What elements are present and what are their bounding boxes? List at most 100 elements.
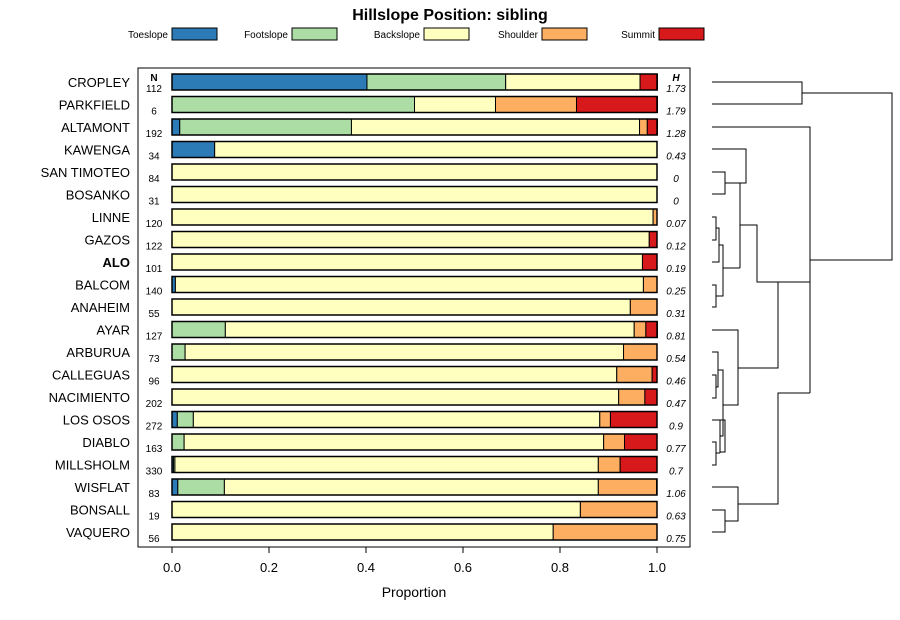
bar-segment	[624, 433, 658, 451]
sample-size-label: 56	[148, 534, 160, 545]
bar-segment	[609, 411, 658, 428]
entropy-label: 0.31	[666, 309, 685, 320]
dendrogram-branch	[712, 81, 803, 105]
bar-segment	[366, 73, 507, 91]
category-label: AYAR	[97, 323, 130, 338]
sample-size-label: 112	[146, 84, 162, 95]
legend-label: Backslope	[374, 30, 421, 41]
dendrogram-branch	[712, 351, 719, 388]
bar-segment	[179, 118, 352, 136]
dendrogram	[712, 81, 893, 533]
x-axis-label: Proportion	[382, 584, 447, 600]
bar-segment	[174, 276, 644, 293]
bar-segment	[171, 411, 178, 428]
bar-outline	[171, 410, 658, 429]
entropy-label: 0.81	[666, 332, 685, 343]
entropy-label: 1.79	[666, 107, 686, 118]
chart-title: Hillslope Position: sibling	[352, 7, 548, 24]
category-label: KAWENGA	[64, 143, 130, 158]
bar-segment	[642, 276, 658, 293]
category-label: ALTAMONT	[61, 120, 130, 135]
bar-outline	[171, 208, 658, 226]
bar-segment	[616, 366, 653, 383]
legend-label: Summit	[621, 30, 655, 41]
x-tick-label: 0.8	[551, 560, 569, 575]
bar-segment	[644, 388, 658, 406]
dendrogram-branch	[740, 224, 778, 283]
sample-size-label: 127	[146, 332, 163, 343]
category-label: DIABLO	[82, 435, 130, 450]
dendrogram-branch	[712, 216, 717, 241]
sample-size-label: 272	[146, 422, 163, 433]
bar-segment	[646, 118, 658, 136]
bar-outline	[171, 230, 658, 249]
legend-label: Shoulder	[498, 30, 539, 41]
dendrogram-branch	[738, 392, 810, 505]
bar-segment	[629, 298, 658, 316]
bar-outline	[171, 275, 658, 294]
sample-size-label: 84	[148, 174, 160, 185]
category-label: VAQUERO	[66, 525, 130, 540]
bar-segment	[171, 253, 643, 271]
sample-size-label: 101	[146, 264, 163, 275]
bar-segment	[552, 523, 658, 541]
bar-segment	[623, 343, 658, 361]
bar-segment	[223, 478, 599, 496]
sample-size-label: 31	[148, 197, 160, 208]
bar-segment	[171, 96, 415, 113]
legend-label: Footslope	[244, 30, 288, 41]
sample-size-label: 96	[148, 377, 160, 388]
entropy-label: 0.43	[666, 152, 686, 163]
x-tick-label: 0.2	[260, 560, 278, 575]
bar-segment	[224, 321, 635, 338]
bar-segment	[414, 96, 496, 113]
dendrogram-branch	[712, 441, 717, 466]
bar-segment	[171, 141, 216, 158]
dendrogram-branch	[718, 369, 724, 437]
category-label: ARBURUA	[66, 345, 130, 360]
bar-segment	[603, 433, 626, 451]
bar-segment	[645, 321, 658, 338]
legend-swatch	[291, 27, 338, 41]
sample-size-label: 202	[146, 399, 163, 410]
dendrogram-branch	[712, 419, 726, 453]
entropy-label: 0.75	[666, 534, 686, 545]
sample-size-label: 120	[146, 219, 163, 230]
entropy-label: 0.77	[666, 444, 686, 455]
bar-segment	[494, 96, 577, 113]
entropy-label: 1.73	[666, 84, 686, 95]
bar-outline	[171, 163, 658, 181]
bar-segment	[619, 456, 658, 473]
entropy-label: 0.7	[669, 467, 683, 478]
bar-segment	[641, 253, 658, 271]
bar-segment	[171, 501, 581, 518]
bar-outline	[171, 478, 658, 496]
bar-segment	[171, 231, 650, 248]
category-label: BONSALL	[70, 503, 130, 518]
entropy-label: 1.06	[666, 489, 686, 500]
bar-outline	[171, 455, 658, 474]
category-label: CROPLEY	[68, 75, 130, 90]
bar-outline	[171, 140, 658, 159]
category-label: LINNE	[92, 210, 131, 225]
h-header: H	[672, 73, 680, 84]
entropy-label: 0.9	[669, 422, 683, 433]
category-label: CALLEGUAS	[52, 368, 130, 383]
bar-segment	[177, 478, 225, 496]
chart-rows: CROPLEY 112 1.73 PARKFIELD 6 1.79 ALTAMONT 192 1…	[41, 73, 686, 545]
plot-panel	[137, 67, 691, 548]
x-tick-label: 0.6	[454, 560, 472, 575]
dendrogram-branch	[712, 284, 717, 308]
bar-outline	[171, 343, 658, 361]
category-label: MILLSHOLM	[55, 458, 130, 473]
bar-segment	[171, 163, 658, 181]
dendrogram-branch	[716, 244, 724, 297]
sample-size-label: 163	[146, 444, 163, 455]
dendrogram-branch	[712, 509, 726, 533]
dendrogram-branch	[725, 182, 741, 268]
entropy-label: 0	[673, 197, 679, 208]
entropy-label: 1.28	[666, 129, 686, 140]
bar-segment	[171, 388, 620, 406]
entropy-label: 0.46	[666, 377, 686, 388]
